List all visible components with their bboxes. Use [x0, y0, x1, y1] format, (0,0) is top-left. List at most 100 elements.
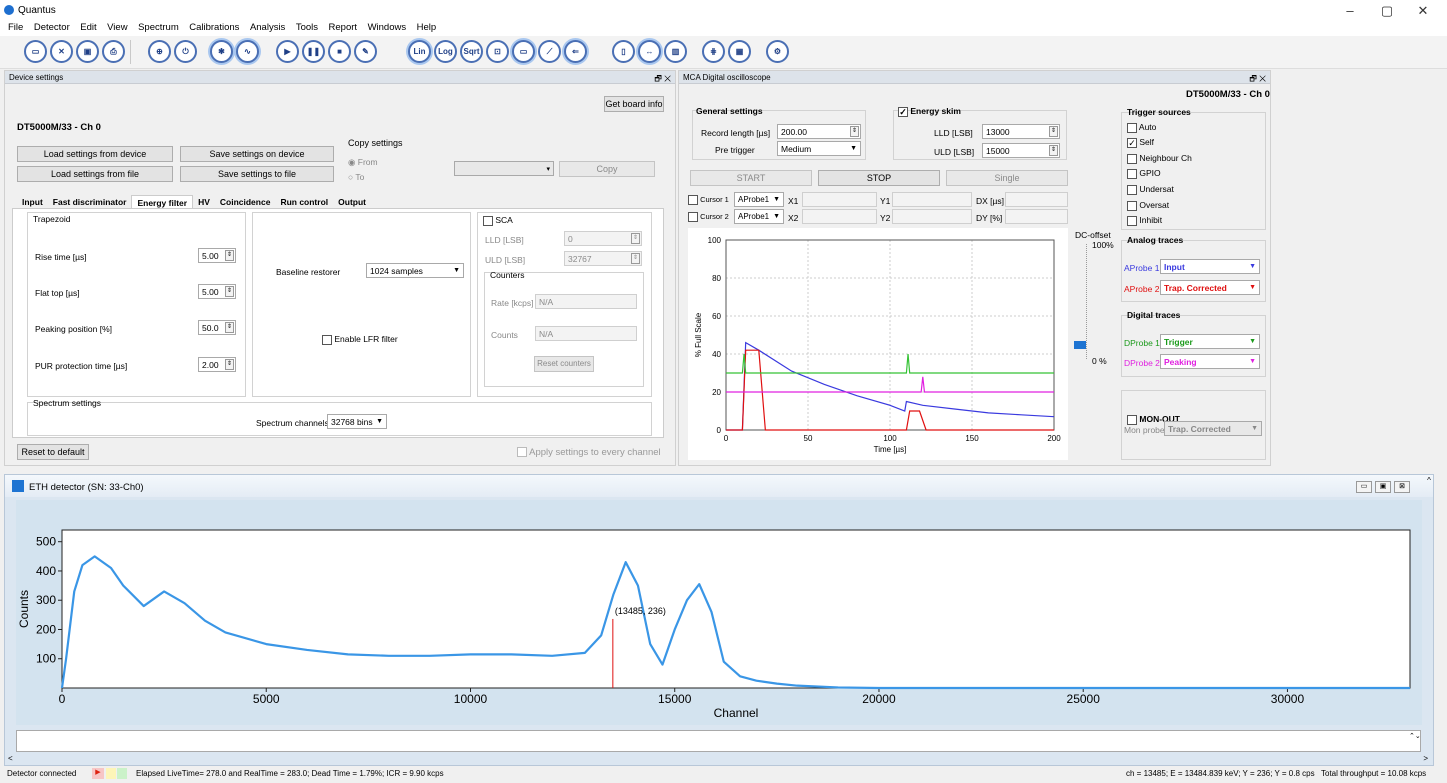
close-icon[interactable]: ✕ [1417, 3, 1429, 18]
clear-icon[interactable]: ✎ [354, 40, 377, 63]
checkbox-checked-icon[interactable]: ✓ [898, 106, 908, 117]
copy-to-radio[interactable]: ○ To [348, 172, 365, 182]
lfr-filter-checkbox[interactable]: Enable LFR filter [322, 334, 398, 345]
copy-channel-select[interactable]: ▾ [454, 161, 554, 176]
roi-icon[interactable]: ▯ [612, 40, 635, 63]
dc-offset-handle[interactable] [1074, 341, 1086, 349]
copy-button[interactable]: Copy [559, 161, 655, 177]
dprobe2-select[interactable]: Peaking ▼ [1160, 354, 1260, 369]
load-settings-device-button[interactable]: Load settings from device [17, 146, 173, 162]
spectrum-chart[interactable]: 0 5000 10000 15000 20000 25000 30000 100 200 300 4… [16, 500, 1422, 725]
checkbox-icon[interactable] [688, 195, 698, 206]
spectrum-scrollbar[interactable]: ^ [1427, 476, 1431, 485]
cursor2-checkbox[interactable]: Cursor 2 [688, 212, 729, 223]
menu-file[interactable]: File [8, 22, 24, 33]
menu-report[interactable]: Report [328, 22, 358, 33]
spin-icon[interactable]: ⇕ [1049, 126, 1058, 137]
restore-icon[interactable]: ▣ [1375, 481, 1391, 493]
load-settings-file-button[interactable]: Load settings from file [17, 166, 173, 182]
mon-out-checkbox[interactable]: MON-OUT [1127, 414, 1180, 425]
spin-icon[interactable]: ⇕ [225, 286, 234, 297]
mixer-icon[interactable]: ⋕ [702, 40, 725, 63]
menu-spectrum[interactable]: Spectrum [138, 22, 179, 33]
trigger-undersat-checkbox[interactable]: Undersat [1127, 184, 1174, 195]
checkbox-icon[interactable] [1127, 414, 1137, 425]
checkbox-icon[interactable] [1127, 122, 1137, 133]
sqrt-scale-button[interactable]: Sqrt [460, 40, 483, 63]
menu-calibrations[interactable]: Calibrations [189, 22, 240, 33]
close-file-icon[interactable]: ✕ [50, 40, 73, 63]
trigger-oversat-checkbox[interactable]: Oversat [1127, 200, 1169, 211]
stop-icon[interactable]: ■ [328, 40, 351, 63]
aprobe2-select[interactable]: Trap. Corrected ▼ [1160, 280, 1260, 295]
horizontal-scrollbar[interactable]: < > [4, 754, 1434, 764]
get-board-info-button[interactable]: Get board info [604, 96, 664, 112]
dc-offset-track[interactable] [1086, 244, 1087, 359]
log-output-area[interactable] [16, 730, 1421, 752]
scroll-right-icon[interactable]: > [1423, 754, 1428, 763]
checkbox-checked-icon[interactable]: ✓ [1127, 137, 1137, 148]
checkbox-icon[interactable] [1127, 200, 1137, 211]
menu-detector[interactable]: Detector [33, 22, 70, 33]
spectrum-channels-select[interactable]: 32768 bins ▼ [327, 414, 387, 429]
save-settings-file-button[interactable]: Save settings to file [180, 166, 334, 182]
scroll-left-icon[interactable]: < [8, 754, 13, 763]
restore-icon[interactable]: ▢ [1380, 3, 1394, 18]
grid-icon[interactable]: ▦ [728, 40, 751, 63]
dprobe1-select[interactable]: Trigger ▼ [1160, 334, 1260, 349]
zoom-fit-icon[interactable]: ⊡ [486, 40, 509, 63]
single-button[interactable]: Single [946, 170, 1068, 186]
spin-icon[interactable]: ⇕ [225, 250, 234, 261]
sca-uld-input[interactable]: 32767 ⇕ [564, 251, 642, 266]
checkbox-icon[interactable] [688, 212, 698, 223]
stop-button[interactable]: STOP [818, 170, 940, 186]
pause-icon[interactable]: ❚❚ [302, 40, 325, 63]
save-icon[interactable]: ▣ [76, 40, 99, 63]
preferences-icon[interactable]: ⚙ [766, 40, 789, 63]
pur-protection-input[interactable]: 2.00 ⇕ [198, 357, 236, 372]
spin-icon[interactable]: ⇕ [631, 253, 640, 264]
tab-hv[interactable]: HV [198, 197, 210, 207]
range-icon[interactable]: ↔ [638, 40, 661, 63]
spin-icon[interactable]: ⇕ [631, 233, 640, 244]
checkbox-icon[interactable] [1127, 215, 1137, 226]
tab-run-control[interactable]: Run control [280, 197, 329, 207]
tab-output[interactable]: Output [338, 197, 366, 207]
play-icon[interactable]: ▶ [276, 40, 299, 63]
trigger-neighbour-checkbox[interactable]: Neighbour Ch [1127, 153, 1192, 164]
start-button[interactable]: START [690, 170, 812, 186]
record-length-input[interactable]: 200.00 ⇕ [777, 124, 861, 139]
lld-input[interactable]: 13000 ⇕ [982, 124, 1060, 139]
menu-windows[interactable]: Windows [367, 22, 407, 33]
cursor2-probe-select[interactable]: AProbe1 ▼ [734, 209, 784, 224]
panel-float-close-icon[interactable]: 🗗 ✕ [1249, 74, 1266, 83]
menu-view[interactable]: View [107, 22, 128, 33]
save-settings-device-button[interactable]: Save settings on device [180, 146, 334, 162]
tab-coincidence[interactable]: Coincidence [219, 197, 271, 207]
checkbox-icon[interactable] [322, 334, 332, 345]
tab-energy-filter[interactable]: Energy filter [131, 195, 194, 209]
pre-trigger-select[interactable]: Medium ▼ [777, 141, 861, 156]
trigger-inhibit-checkbox[interactable]: Inhibit [1127, 215, 1162, 226]
calibration-icon[interactable]: ⟋ [538, 40, 561, 63]
lin-scale-button[interactable]: Lin [408, 40, 431, 63]
reset-counters-button[interactable]: Reset counters [534, 356, 594, 372]
oscilloscope-icon[interactable]: ∿ [236, 40, 259, 63]
menu-analysis[interactable]: Analysis [249, 22, 286, 33]
peaking-position-input[interactable]: 50.0 ⇕ [198, 320, 236, 335]
checkbox-icon[interactable] [1127, 168, 1137, 179]
energy-skim-checkbox[interactable]: ✓ Energy skim [898, 106, 961, 117]
histogram-icon[interactable]: ▥ [664, 40, 687, 63]
panel-float-close-icon[interactable]: 🗗 ✕ [654, 74, 671, 83]
power-icon[interactable]: ⏻ [174, 40, 197, 63]
cursor1-probe-select[interactable]: AProbe1 ▼ [734, 192, 784, 207]
back-icon[interactable]: ⇐ [564, 40, 587, 63]
close-icon[interactable]: ⊠ [1394, 481, 1410, 493]
minimize-icon[interactable]: ▭ [1356, 481, 1372, 493]
minimize-icon[interactable]: – [1346, 3, 1354, 18]
menu-edit[interactable]: Edit [80, 22, 97, 33]
spin-icon[interactable]: ⇕ [1049, 145, 1058, 156]
spin-icon[interactable]: ⇕ [225, 322, 234, 333]
open-icon[interactable]: ▭ [24, 40, 47, 63]
tab-input[interactable]: Input [22, 197, 43, 207]
